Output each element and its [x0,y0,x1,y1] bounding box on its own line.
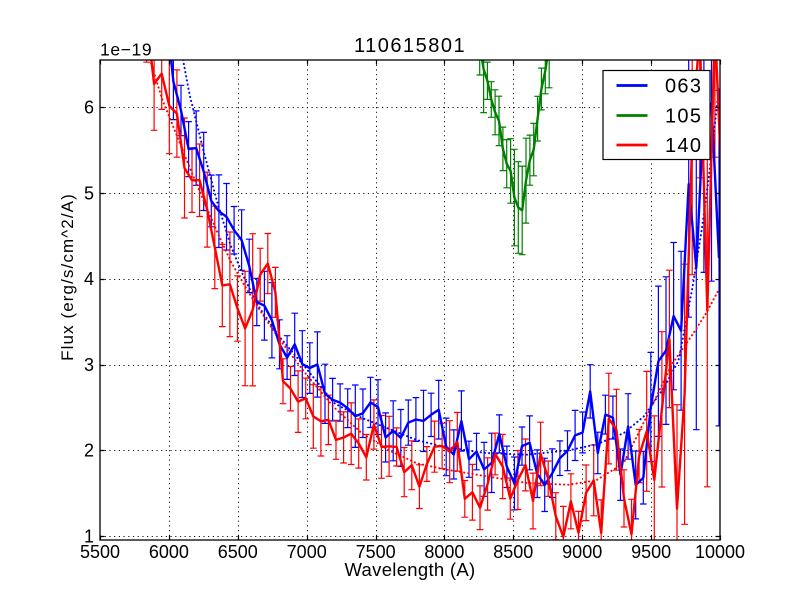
svg-text:140: 140 [665,135,702,157]
svg-text:3: 3 [84,355,94,375]
svg-text:105: 105 [665,106,702,128]
svg-text:110615801: 110615801 [354,35,466,57]
svg-text:6000: 6000 [149,542,189,562]
svg-text:7500: 7500 [356,542,396,562]
svg-text:9500: 9500 [631,542,671,562]
svg-text:2: 2 [84,441,94,461]
svg-text:9000: 9000 [562,542,602,562]
svg-text:063: 063 [665,76,702,98]
svg-text:1: 1 [84,527,94,547]
svg-text:8500: 8500 [493,542,533,562]
svg-text:5: 5 [84,183,94,203]
svg-text:7000: 7000 [287,542,327,562]
svg-text:5500: 5500 [80,542,120,562]
svg-text:6: 6 [84,98,94,118]
svg-text:10000: 10000 [695,542,745,562]
svg-text:4: 4 [84,269,94,289]
svg-text:8000: 8000 [424,542,464,562]
svg-text:Flux (erg/s/cm^2/A): Flux (erg/s/cm^2/A) [58,193,77,361]
svg-text:6500: 6500 [218,542,258,562]
svg-text:1e−19: 1e−19 [100,40,152,60]
svg-text:Wavelength (A): Wavelength (A) [344,559,475,580]
